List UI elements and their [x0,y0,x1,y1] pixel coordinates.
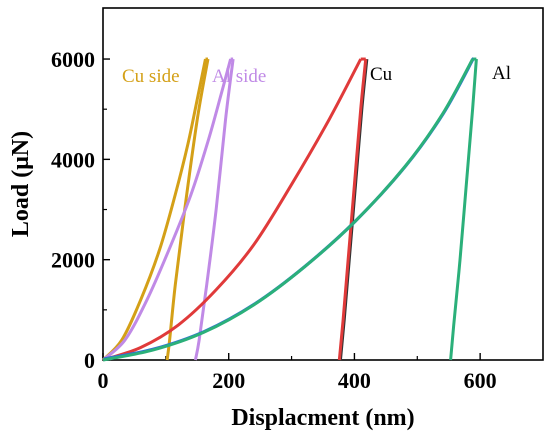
series-al-blue-trace [103,57,476,361]
x-tick-label: 400 [338,368,371,393]
series-cu-loading [102,58,363,362]
series-label-al: Al [492,63,511,84]
series-label-al-side: Al side [212,66,266,87]
series-al-side-unloading [193,58,235,361]
series-al-unloading [449,58,478,361]
y-tick-label: 4000 [51,147,95,172]
series-layer [101,57,478,362]
label-layer: Cu side Al side Cu Al [122,63,511,87]
series-al-side-loading [101,58,233,362]
plot-frame [102,7,544,361]
series-cu-side-loading [101,58,207,362]
x-tick-label: 200 [212,368,245,393]
y-tick-label: 0 [84,348,95,373]
series-cu-unloading [337,58,368,361]
series-label-cu: Cu [370,64,393,85]
y-tick-label: 6000 [51,47,95,72]
x-axis-title: Displacment (nm) [231,405,414,431]
series-al-loading [102,58,474,362]
x-tick-label: 600 [464,368,497,393]
series-label-cu-side: Cu side [122,66,180,87]
x-tick-label: 0 [98,368,109,393]
series-cu-side-unloading [165,58,210,361]
y-tick-label: 2000 [51,248,95,273]
y-axis-title: Load (μN) [8,131,34,237]
